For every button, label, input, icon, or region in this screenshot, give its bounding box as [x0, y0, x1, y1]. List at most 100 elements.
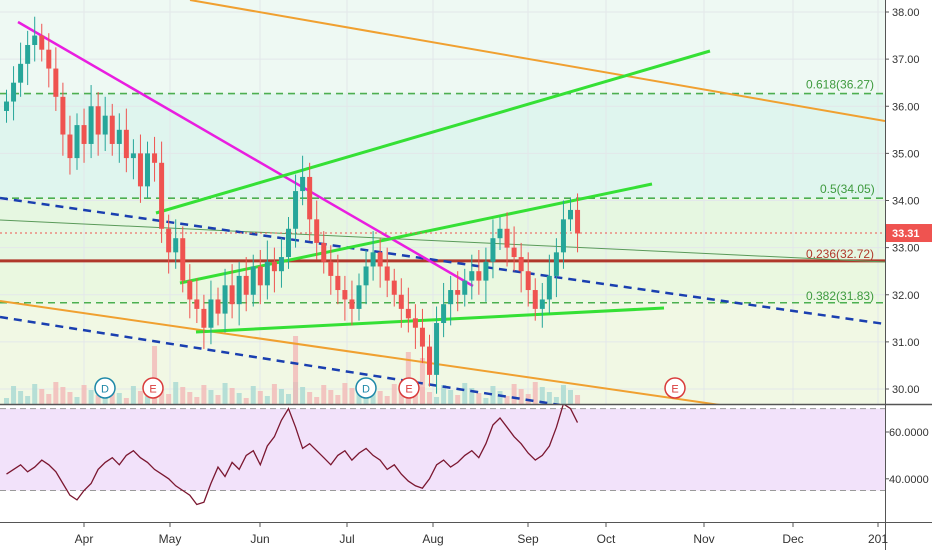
event-marker-circle	[664, 377, 686, 399]
price-tick-label: 38.00	[892, 7, 920, 19]
event-marker-earnings[interactable]: E	[664, 377, 686, 399]
candle-body	[243, 275, 249, 295]
time-tick-label: Jul	[339, 532, 354, 546]
candle-body	[434, 323, 440, 375]
candle-body	[95, 106, 101, 135]
volume-bar	[532, 382, 538, 404]
volume-bar	[504, 396, 510, 404]
candle-body	[201, 308, 207, 328]
event-marker-dividend[interactable]: D	[94, 377, 116, 399]
time-tick-label: Aug	[422, 532, 443, 546]
candle-body	[483, 261, 489, 281]
candle-body	[102, 115, 108, 135]
fib-label: 0.382(31.83)	[806, 289, 874, 303]
event-marker-letter: D	[362, 384, 370, 396]
event-marker-letter: E	[671, 384, 678, 396]
candle-body	[180, 238, 186, 281]
volume-bar	[208, 390, 214, 404]
candle-body	[525, 271, 531, 291]
volume-bar	[314, 397, 320, 404]
magenta-downtrend	[17, 20, 474, 288]
time-tick-label: Oct	[597, 532, 616, 546]
volume-bar	[32, 384, 38, 404]
volume-bar	[145, 396, 150, 404]
volume-spike	[152, 346, 158, 404]
fib-label: 0.236(32.72)	[806, 247, 874, 261]
candle-body	[137, 153, 143, 187]
candle-body	[109, 115, 115, 144]
volume-bar	[441, 385, 447, 404]
volume-bar	[427, 392, 432, 404]
volume-bar	[46, 394, 52, 404]
price-tick-label: 34.00	[892, 196, 920, 208]
candle-body	[391, 280, 397, 295]
volume-bar	[109, 388, 115, 404]
volume-bar	[137, 391, 143, 404]
green-channel-bottom	[195, 306, 665, 334]
band-top	[0, 0, 885, 94]
candle-body	[67, 134, 73, 159]
candle-body	[194, 299, 200, 309]
candle-body	[497, 228, 503, 239]
candle-body	[208, 299, 214, 328]
time-tick-label: Jun	[250, 532, 269, 546]
volume-bar	[377, 391, 383, 404]
candle-body	[116, 129, 122, 144]
candle-body	[18, 63, 24, 83]
volume-bar	[25, 396, 31, 404]
candle-body	[145, 153, 150, 187]
volume-bar	[398, 389, 404, 404]
candle-body	[363, 266, 369, 286]
event-marker-earnings[interactable]: E	[398, 377, 420, 399]
volume-bar	[159, 389, 165, 404]
candle-body	[74, 125, 80, 159]
volume-bar	[4, 398, 9, 404]
volume-bar	[518, 389, 524, 404]
candle-body	[236, 275, 242, 305]
candle-body	[11, 82, 17, 102]
candle-body	[286, 228, 291, 258]
volume-bar	[271, 384, 277, 404]
candle-body	[469, 271, 475, 281]
event-marker-letter: E	[405, 384, 412, 396]
candle-body	[264, 261, 270, 286]
event-marker-dividend[interactable]: D	[355, 377, 377, 399]
event-marker-circle	[398, 377, 420, 399]
candle-body	[441, 304, 447, 324]
volume-bar	[490, 386, 496, 404]
price-tick-label: 33.00	[892, 243, 920, 255]
volume-bar	[335, 395, 341, 404]
volume-bar	[546, 392, 552, 404]
candle-body	[476, 271, 482, 281]
volume-bar	[553, 397, 559, 404]
rsi-band	[0, 408, 885, 491]
volume-bar	[116, 393, 122, 404]
volume-bar	[462, 383, 468, 404]
volume-bar	[560, 385, 566, 404]
volume-bar	[511, 384, 517, 404]
volume-bar	[497, 391, 503, 404]
volume-bar	[187, 392, 193, 404]
candle-body	[314, 219, 320, 243]
time-tick-label: Apr	[75, 532, 94, 546]
volume-bar	[60, 387, 66, 404]
volume-bar	[539, 387, 545, 404]
fib-label: 0.5(34.05)	[820, 182, 875, 196]
last-price-label: 33.31	[892, 228, 920, 240]
volume-bar	[342, 383, 348, 404]
candle-body	[187, 280, 193, 300]
candle-body	[532, 290, 538, 309]
candle-body	[553, 252, 559, 276]
candle-body	[166, 228, 172, 253]
volume-bar	[123, 398, 129, 404]
volume-bar	[307, 392, 313, 404]
event-marker-earnings[interactable]: E	[142, 377, 164, 399]
volume-bar	[363, 398, 369, 404]
volume-bar	[173, 382, 179, 404]
candle-body	[53, 68, 59, 97]
volume-bar	[448, 390, 454, 404]
candle-body	[490, 238, 496, 262]
price-tick-label: 31.00	[892, 337, 920, 349]
price-tick-label: 37.00	[892, 54, 920, 66]
